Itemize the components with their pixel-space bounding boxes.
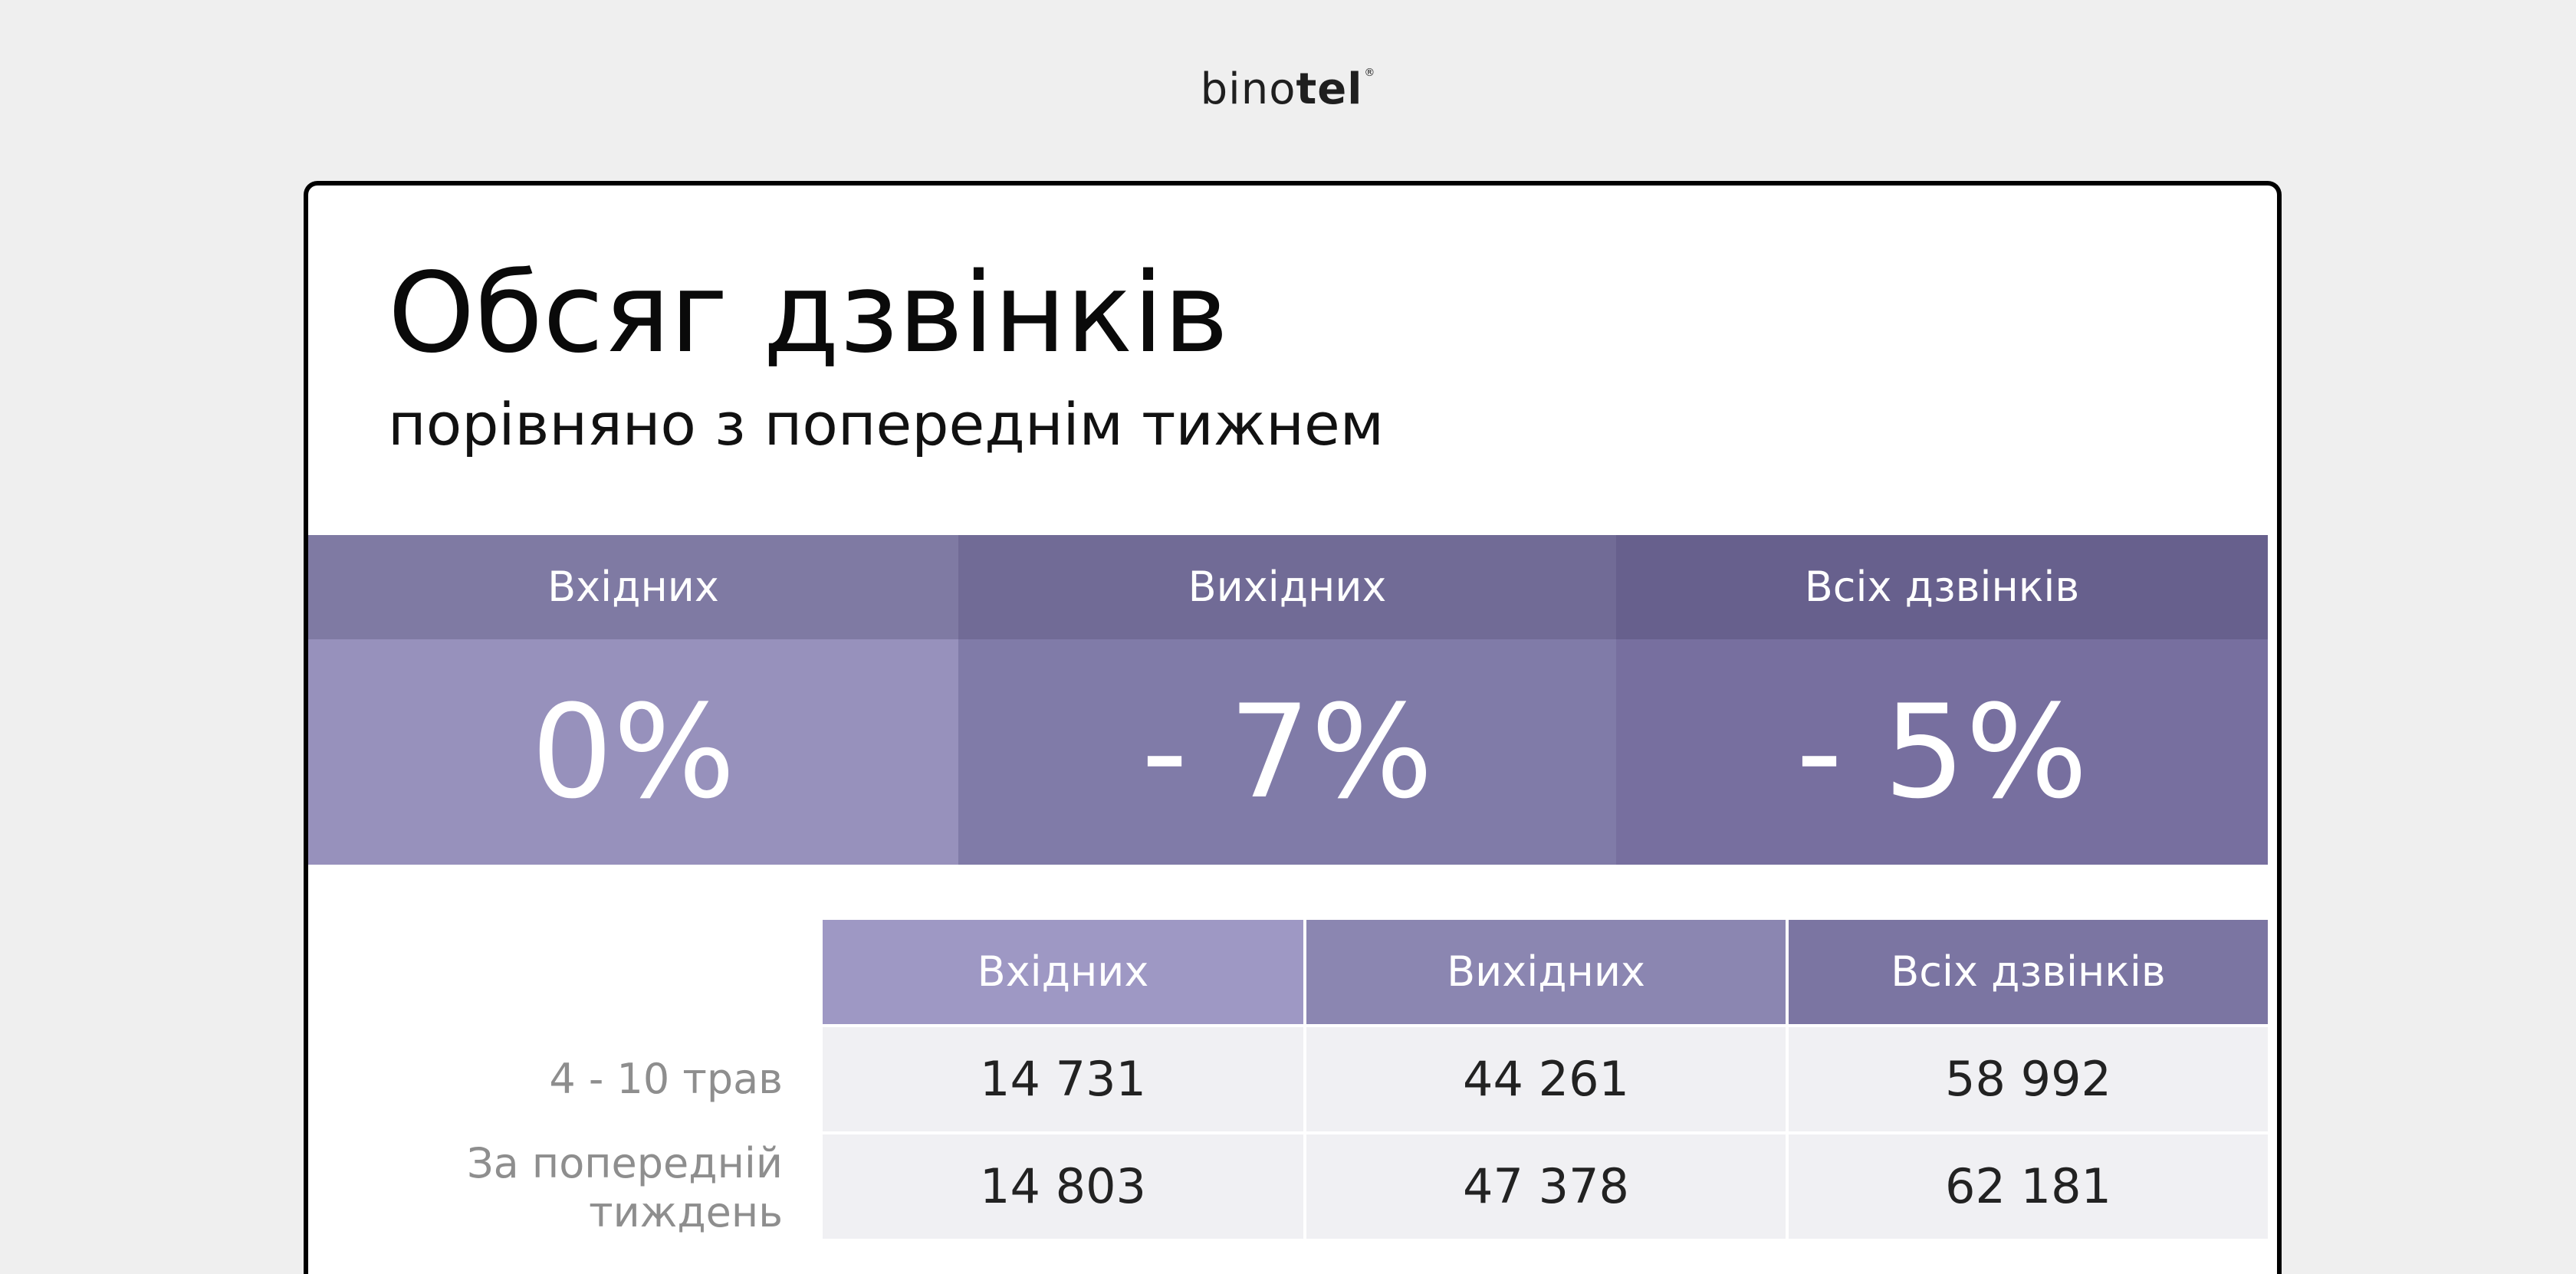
cell-incoming: 14 803 [823, 1134, 1304, 1239]
cell-outgoing: 44 261 [1306, 1027, 1786, 1131]
stat-incoming-value: 0% [308, 639, 958, 865]
logo-registered-mark: ® [1364, 67, 1376, 79]
logo-text-bold: tel [1296, 64, 1363, 114]
stat-total-value: - 5% [1616, 639, 2268, 865]
stat-outgoing-value: - 7% [958, 639, 1616, 865]
row-label-line-2: тиждень [589, 1188, 784, 1236]
stat-incoming-label: Вхідних [308, 535, 958, 639]
binotel-logo: binotel ® [0, 64, 2576, 114]
stat-outgoing-label: Вихідних [958, 535, 1616, 639]
stat-outgoing: Вихідних - 7% [958, 535, 1616, 865]
stat-total-label: Всіх дзвінків [1616, 535, 2268, 639]
report-card: Обсяг дзвінків порівняно з попереднім ти… [304, 181, 2282, 1274]
row-label-line: 4 - 10 трав [549, 1055, 784, 1103]
row-label-previous-week: За попередній тиждень [308, 1134, 823, 1239]
table-row: 4 - 10 трав 14 731 44 261 58 992 [308, 1027, 2269, 1131]
comparison-table: Вхідних Вихідних Всіх дзвінків 4 - 10 тр… [308, 920, 2269, 1239]
cell-total: 58 992 [1789, 1027, 2269, 1131]
stat-total: Всіх дзвінків - 5% [1616, 535, 2268, 865]
stat-incoming: Вхідних 0% [308, 535, 958, 865]
table-row: За попередній тиждень 14 803 47 378 62 1… [308, 1134, 2269, 1239]
logo-text-light: bino [1200, 64, 1296, 114]
cell-outgoing: 47 378 [1306, 1134, 1786, 1239]
table-header-row: Вхідних Вихідних Всіх дзвінків [308, 920, 2269, 1024]
row-label-line: За попередній [467, 1139, 784, 1187]
page-title: Обсяг дзвінків [388, 248, 1229, 377]
column-header-total: Всіх дзвінків [1789, 920, 2269, 1024]
cell-incoming: 14 731 [823, 1027, 1304, 1131]
page-subtitle: порівняно з попереднім тижнем [388, 390, 1385, 458]
row-label-current-week: 4 - 10 трав [308, 1027, 823, 1131]
table-header-spacer [308, 920, 823, 1024]
column-header-incoming: Вхідних [823, 920, 1304, 1024]
stats-panel: Вхідних 0% Вихідних - 7% Всіх дзвінків -… [308, 535, 2268, 865]
column-header-outgoing: Вихідних [1306, 920, 1786, 1024]
cell-total: 62 181 [1789, 1134, 2269, 1239]
